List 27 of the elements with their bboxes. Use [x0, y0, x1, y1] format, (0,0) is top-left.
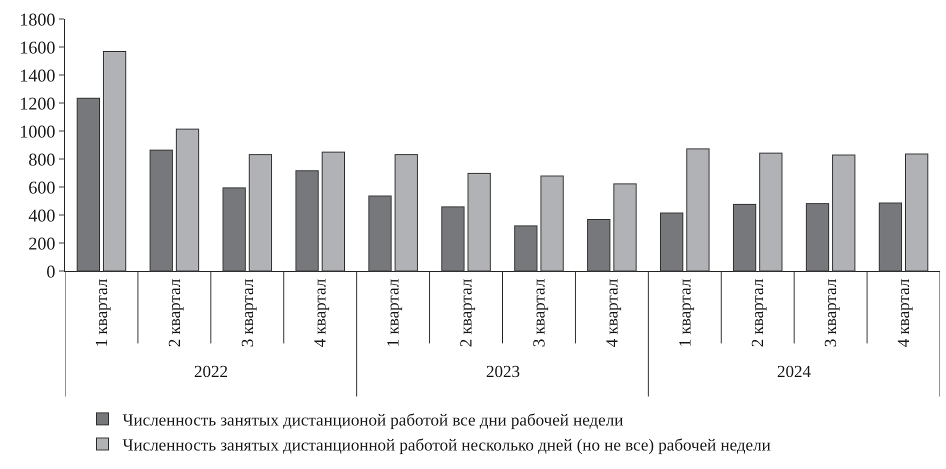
x-tick-label: 2 квартал [164, 278, 184, 348]
legend-label: Численность занятых дистанционной работой несколько дней (но не все) рабочей недели [122, 436, 771, 455]
x-tick-label: 3 квартал [821, 278, 840, 348]
y-tick-label: 1400 [19, 65, 56, 86]
x-tick-label: 1 квартал [675, 278, 694, 348]
x-tick-label: 1 квартал [384, 278, 403, 348]
text: 2022 [194, 362, 228, 381]
y-tick-label: 200 [28, 233, 56, 254]
y-tick-label: 600 [28, 177, 56, 198]
x-tick-label: 2 квартал [748, 278, 768, 348]
y-tick-label: 1000 [19, 121, 56, 142]
y-tick-label: 0 [46, 261, 56, 282]
text: 2024 [777, 362, 812, 381]
text: 2023 [486, 362, 520, 381]
y-tick-label: 1200 [19, 93, 56, 114]
x-tick-label: 1 квартал [92, 278, 111, 348]
x-tick-label: 4 квартал [894, 278, 914, 348]
legend-label: Численность занятых дистанционой работой все дни рабочей недели [122, 410, 624, 430]
x-tick-label: 4 квартал [602, 278, 622, 348]
y-tick-label: 400 [28, 205, 56, 226]
x-tick-label: 2 квартал [456, 278, 476, 348]
x-tick-label: 3 квартал [529, 278, 548, 348]
x-tick-label: 4 квартал [310, 278, 330, 348]
y-tick-label: 800 [28, 149, 56, 170]
y-tick-label: 1800 [19, 9, 56, 30]
y-tick-label: 1600 [19, 37, 56, 58]
x-tick-label: 3 квартал [238, 278, 257, 348]
